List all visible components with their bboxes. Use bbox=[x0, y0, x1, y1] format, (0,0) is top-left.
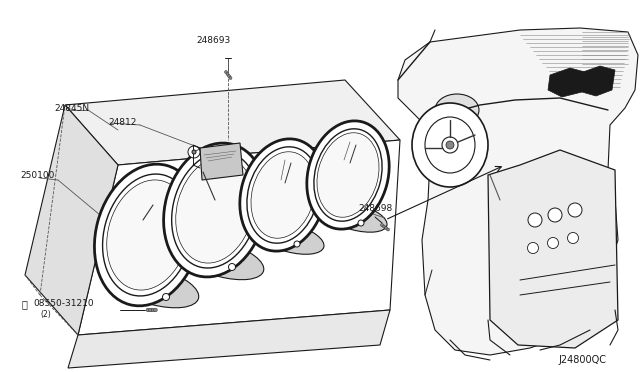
Circle shape bbox=[228, 263, 236, 270]
Circle shape bbox=[383, 225, 385, 228]
Circle shape bbox=[358, 220, 364, 226]
Circle shape bbox=[527, 243, 538, 253]
Polygon shape bbox=[65, 80, 400, 165]
Text: 248698: 248698 bbox=[358, 203, 392, 212]
Ellipse shape bbox=[251, 152, 315, 238]
Circle shape bbox=[446, 141, 454, 149]
Ellipse shape bbox=[435, 94, 479, 126]
Circle shape bbox=[385, 227, 387, 230]
Ellipse shape bbox=[164, 143, 266, 277]
Text: 24845N: 24845N bbox=[54, 103, 89, 112]
Polygon shape bbox=[68, 310, 390, 368]
Circle shape bbox=[192, 150, 196, 154]
Circle shape bbox=[146, 308, 150, 312]
Polygon shape bbox=[582, 66, 615, 96]
Ellipse shape bbox=[307, 121, 389, 229]
Circle shape bbox=[163, 294, 170, 301]
Ellipse shape bbox=[323, 202, 387, 232]
Ellipse shape bbox=[182, 240, 264, 280]
Circle shape bbox=[188, 146, 200, 158]
Circle shape bbox=[528, 213, 542, 227]
Ellipse shape bbox=[172, 152, 259, 268]
Circle shape bbox=[154, 308, 157, 312]
Ellipse shape bbox=[314, 129, 382, 221]
Ellipse shape bbox=[102, 174, 193, 296]
Ellipse shape bbox=[247, 147, 319, 243]
Ellipse shape bbox=[113, 266, 199, 308]
Circle shape bbox=[151, 308, 155, 312]
Ellipse shape bbox=[425, 117, 475, 173]
Polygon shape bbox=[25, 105, 118, 335]
Circle shape bbox=[226, 73, 229, 76]
Text: 24812: 24812 bbox=[108, 118, 136, 126]
Polygon shape bbox=[78, 140, 400, 335]
Ellipse shape bbox=[95, 164, 202, 306]
Circle shape bbox=[294, 241, 300, 247]
Circle shape bbox=[148, 308, 152, 312]
Circle shape bbox=[547, 237, 559, 248]
Ellipse shape bbox=[256, 222, 324, 254]
Circle shape bbox=[381, 224, 383, 227]
Text: Ⓢ: Ⓢ bbox=[22, 299, 28, 309]
Text: (2): (2) bbox=[40, 310, 51, 318]
Ellipse shape bbox=[107, 180, 189, 290]
Circle shape bbox=[548, 208, 562, 222]
Circle shape bbox=[225, 71, 227, 74]
Text: 08550-31210: 08550-31210 bbox=[33, 299, 93, 308]
Circle shape bbox=[229, 77, 232, 80]
Text: 248693: 248693 bbox=[196, 35, 230, 45]
Text: 250100: 250100 bbox=[20, 170, 54, 180]
Circle shape bbox=[442, 137, 458, 153]
Polygon shape bbox=[488, 150, 618, 348]
Ellipse shape bbox=[176, 157, 254, 263]
Ellipse shape bbox=[240, 139, 326, 251]
Text: J24800QC: J24800QC bbox=[558, 355, 606, 365]
Circle shape bbox=[568, 232, 579, 244]
Ellipse shape bbox=[412, 103, 488, 187]
Circle shape bbox=[387, 228, 390, 231]
Circle shape bbox=[227, 74, 230, 77]
Circle shape bbox=[568, 203, 582, 217]
Polygon shape bbox=[398, 28, 638, 355]
Polygon shape bbox=[548, 68, 585, 97]
Ellipse shape bbox=[317, 133, 379, 217]
Polygon shape bbox=[200, 143, 243, 180]
